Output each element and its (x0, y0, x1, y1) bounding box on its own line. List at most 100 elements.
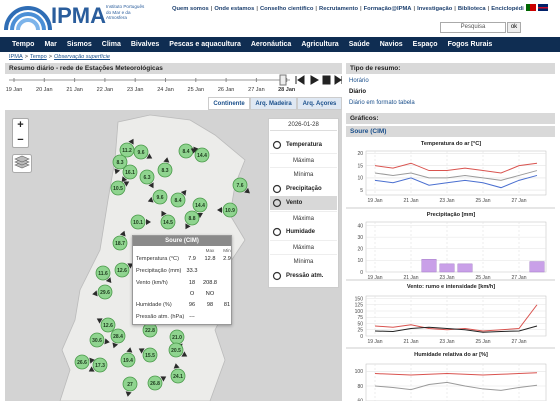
layer-icon (272, 227, 282, 237)
station[interactable]: 10.1 (130, 214, 151, 230)
top-link[interactable]: Formação@IPMA (363, 6, 412, 12)
station[interactable]: 10.5 (110, 179, 131, 196)
popup-row-label: Vento (km/h) (136, 280, 168, 286)
station[interactable]: 20.5 (168, 342, 189, 359)
station[interactable]: 28.4 (110, 328, 126, 349)
nav-item[interactable]: Tempo (12, 41, 35, 48)
timeline-label[interactable]: 27 Jan (248, 87, 265, 93)
station[interactable]: 30.6 (89, 332, 110, 348)
timeline-label[interactable]: 22 Jan (97, 87, 114, 93)
zoom-button[interactable]: + (17, 119, 24, 131)
wind-arrow (128, 138, 134, 145)
timeline-play-button[interactable] (310, 75, 320, 85)
top-link[interactable]: Onde estamos (214, 6, 255, 12)
station[interactable]: 8.4 (170, 188, 189, 208)
nav-item[interactable]: Espaço (412, 41, 438, 48)
station[interactable]: 8.8 (183, 210, 200, 231)
station[interactable]: 17.3 (87, 357, 108, 374)
layer-row[interactable]: Pressão atm. (286, 272, 324, 279)
station[interactable]: 11.6 (95, 265, 114, 285)
summary-option[interactable]: Horário (349, 78, 369, 84)
nav-item[interactable]: Navios (379, 41, 403, 48)
station[interactable]: 9.6 (133, 144, 154, 161)
timeline-label[interactable]: 25 Jan (188, 87, 205, 93)
search-input[interactable]: Pesquisa (440, 22, 506, 33)
station[interactable]: 27 (122, 376, 138, 397)
region-tab[interactable]: Arq. Madeira (250, 97, 297, 110)
station[interactable]: 8.3 (157, 157, 173, 178)
station-value: 12.6 (103, 323, 113, 329)
top-link[interactable]: Investigação (417, 6, 453, 12)
station[interactable]: 9.6 (147, 189, 168, 205)
timeline-knob[interactable] (279, 74, 287, 86)
station[interactable]: 14.4 (189, 146, 210, 163)
layer-row[interactable]: Humidade (286, 229, 316, 235)
zoom-button[interactable]: − (17, 134, 24, 146)
top-link[interactable]: Quem somos (172, 6, 209, 12)
search-button[interactable]: ok (507, 22, 521, 33)
nav-item[interactable]: Mar (44, 41, 57, 48)
station-value: 9.6 (157, 195, 164, 201)
timeline-last-button[interactable] (334, 75, 342, 85)
station[interactable]: 26.8 (147, 374, 168, 391)
top-link[interactable]: Conselho científico (259, 6, 314, 12)
layer-row[interactable]: Vento (270, 196, 337, 210)
station[interactable]: 12.6 (95, 316, 116, 333)
popup-value: 2.9 (223, 256, 231, 262)
layer-option[interactable]: Mínima (270, 167, 337, 181)
station[interactable]: 15.5 (137, 346, 158, 363)
layer-row[interactable]: Precipitação (286, 185, 322, 192)
station[interactable]: 7.6 (232, 177, 252, 196)
layer-option[interactable]: Máxima (270, 239, 337, 254)
station[interactable]: 6.3 (139, 169, 156, 190)
station[interactable]: 12.6 (114, 261, 135, 278)
layer-option[interactable]: Máxima (270, 152, 337, 167)
nav-item[interactable]: Fogos Rurais (447, 41, 493, 48)
station[interactable]: 11.2 (119, 137, 136, 158)
station[interactable]: 8.3 (112, 154, 128, 175)
region-tab[interactable]: Arq. Açores (297, 97, 342, 110)
region-tab[interactable]: Continente (208, 97, 250, 110)
timeline-label[interactable]: 19 Jan (6, 87, 23, 93)
timeline-label[interactable]: 20 Jan (36, 87, 53, 93)
station[interactable]: 10.9 (217, 202, 238, 218)
station[interactable]: 16.1 (119, 164, 138, 184)
station[interactable]: 14.4 (192, 197, 208, 218)
nav-item[interactable]: Sismos (66, 41, 92, 48)
station[interactable]: 18.7 (112, 230, 128, 251)
top-link[interactable]: Recrutamento (319, 6, 359, 12)
timeline-label[interactable]: 24 Jan (157, 87, 174, 93)
summary-option[interactable]: Diário (349, 89, 367, 95)
timeline-first-button[interactable] (295, 75, 305, 85)
station-value: 20.5 (171, 348, 181, 354)
nav-item[interactable]: Clima (101, 41, 121, 48)
nav-item[interactable]: Saúde (348, 41, 370, 48)
timeline-label[interactable]: 23 Jan (127, 87, 144, 93)
station[interactable]: 14.5 (159, 209, 176, 230)
nav-item[interactable]: Agricultura (301, 41, 339, 48)
layer-icon-shape (272, 198, 282, 208)
nav-item[interactable]: Bivalves (130, 41, 160, 48)
top-link[interactable]: Enciclopédia (491, 6, 524, 12)
station[interactable]: 26.6 (74, 354, 95, 370)
timeline-label[interactable]: 28 Jan (278, 87, 296, 93)
breadcrumb-link[interactable]: IPMA (9, 54, 23, 60)
station[interactable]: 19.4 (120, 347, 136, 368)
top-link[interactable]: Biblioteca (457, 6, 486, 12)
station[interactable]: 24.1 (170, 363, 186, 384)
breadcrumb-link[interactable]: Observação superfície (54, 54, 111, 60)
timeline-stop-button[interactable] (322, 75, 331, 85)
station-value: 21.0 (172, 335, 182, 341)
nav-item[interactable]: Aeronáutica (250, 41, 292, 48)
timeline-label[interactable]: 21 Jan (66, 87, 83, 93)
station[interactable]: 29.6 (92, 284, 113, 300)
summary-option[interactable]: Diário em formato tabela (349, 100, 415, 106)
layer-option[interactable]: Máxima (270, 210, 337, 225)
nav-item[interactable]: Pescas e aquacultura (169, 41, 241, 48)
station-marker (192, 197, 208, 213)
timeline-label[interactable]: 26 Jan (218, 87, 235, 93)
layer-option[interactable]: Mínima (270, 254, 337, 268)
layer-row[interactable]: Temperatura (286, 142, 322, 148)
wind-arrow (197, 213, 203, 218)
breadcrumb-link[interactable]: Tempo (29, 54, 47, 60)
